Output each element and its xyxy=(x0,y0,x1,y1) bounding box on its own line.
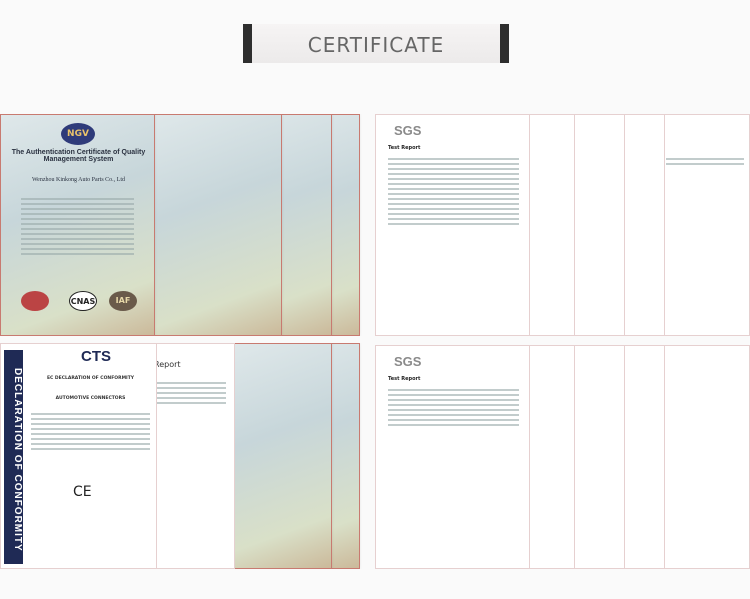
report-sheet: SGS Test Report xyxy=(375,345,530,569)
header-bar-right xyxy=(500,24,509,63)
cts-logo: CTS xyxy=(81,348,111,365)
certificate-title: The Authentication Certificate of Qualit… xyxy=(11,149,146,163)
report-sheet: SGS Test Report xyxy=(375,114,530,336)
report-sheet xyxy=(527,114,575,336)
report-title: Report xyxy=(154,360,181,369)
product-name: AUTOMOTIVE CONNECTORS xyxy=(55,396,126,401)
report-sheet xyxy=(570,114,625,336)
header-bar-left xyxy=(243,24,252,63)
sgs-logo: SGS xyxy=(394,123,422,138)
cnas-seal: CNAS xyxy=(69,291,97,311)
sgs-test-reports: SGS Test Report xyxy=(375,114,750,336)
report-sheet xyxy=(660,345,750,569)
report-sheet xyxy=(570,345,625,569)
declaration-heading: EC DECLARATION OF CONFORMITY xyxy=(46,376,135,381)
report-sheet xyxy=(527,345,575,569)
ngv-logo: NGV xyxy=(61,123,95,145)
declaration-side-banner: DECLARATION OF CONFORMITY xyxy=(4,350,23,564)
red-stamp xyxy=(21,291,49,311)
certificate-sheet xyxy=(232,343,332,569)
section-header: CERTIFICATE xyxy=(243,24,509,63)
report-sheet xyxy=(660,114,750,336)
section-title: CERTIFICATE xyxy=(307,33,445,57)
sgs-logo: SGS xyxy=(394,354,422,369)
company-name: Wenzhou Kinkong Auto Parts Co., Ltd xyxy=(31,177,125,183)
report-title: Test Report xyxy=(388,145,421,151)
certificate-sheet: NGV The Authentication Certificate of Qu… xyxy=(0,114,155,336)
report-sheet xyxy=(620,345,665,569)
iaf-seal: IAF xyxy=(109,291,137,311)
sgs-test-reports-2: SGS Test Report xyxy=(375,345,750,569)
ce-mark: CE xyxy=(73,484,92,500)
report-sheet xyxy=(620,114,665,336)
ce-declaration: Report DECLARATION OF CONFORMITY CTS EC … xyxy=(0,343,362,569)
ngv-certificates: NGV The Authentication Certificate of Qu… xyxy=(0,114,362,336)
report-title: Test Report xyxy=(388,376,421,382)
declaration-sheet: DECLARATION OF CONFORMITY CTS EC DECLARA… xyxy=(0,343,157,569)
certificate-sheet xyxy=(152,114,282,336)
report-sheet: Report xyxy=(150,343,235,569)
